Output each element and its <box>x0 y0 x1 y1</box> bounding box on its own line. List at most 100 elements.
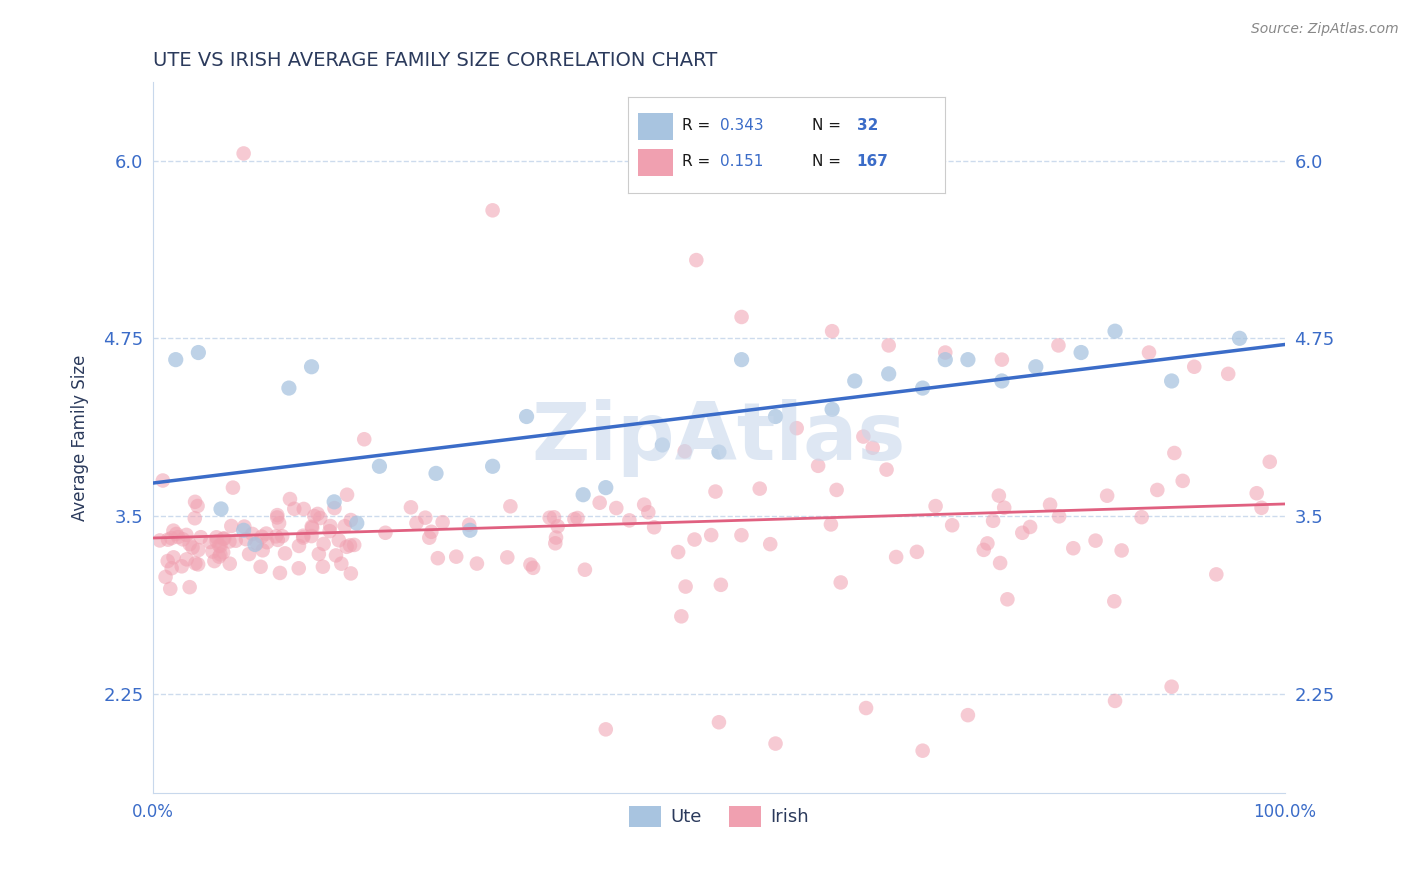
Point <box>184 557 207 571</box>
Point <box>905 545 928 559</box>
Point <box>418 531 440 545</box>
Point <box>340 566 363 581</box>
Point <box>707 715 730 730</box>
Point <box>209 548 232 562</box>
Point <box>283 501 305 516</box>
Point <box>155 570 177 584</box>
Point <box>633 498 655 512</box>
Point <box>308 547 330 561</box>
Point <box>343 538 366 552</box>
Point <box>991 352 1014 367</box>
Point <box>287 561 309 575</box>
Point <box>184 495 207 509</box>
Point <box>277 381 299 395</box>
Point <box>956 708 979 723</box>
Point <box>339 538 361 552</box>
Point <box>415 510 437 524</box>
Point <box>312 559 335 574</box>
Point <box>266 510 288 524</box>
Point <box>710 578 733 592</box>
Point <box>187 345 209 359</box>
Point <box>444 549 467 564</box>
Point <box>1171 474 1194 488</box>
Y-axis label: Average Family Size: Average Family Size <box>72 355 89 521</box>
Point <box>1137 345 1160 359</box>
Point <box>547 519 569 533</box>
Point <box>976 536 998 550</box>
Point <box>605 501 627 516</box>
Point <box>181 541 204 555</box>
Point <box>544 536 567 550</box>
Point <box>941 518 963 533</box>
Point <box>267 516 290 531</box>
Point <box>252 543 274 558</box>
Point <box>179 580 201 594</box>
Point <box>673 444 696 458</box>
Legend: Ute, Irish: Ute, Irish <box>621 799 817 834</box>
Point <box>187 499 209 513</box>
Point <box>339 513 361 527</box>
Point <box>522 561 544 575</box>
Point <box>496 550 519 565</box>
Text: Source: ZipAtlas.com: Source: ZipAtlas.com <box>1251 22 1399 37</box>
Point <box>572 488 595 502</box>
Point <box>643 520 665 534</box>
Point <box>269 566 291 580</box>
Point <box>924 499 946 513</box>
Point <box>301 519 323 533</box>
Point <box>274 546 297 560</box>
Point <box>346 516 368 531</box>
Point <box>765 409 787 424</box>
Point <box>1011 525 1033 540</box>
Point <box>567 511 589 525</box>
Point <box>249 559 271 574</box>
Point <box>250 530 273 544</box>
Point <box>187 543 209 558</box>
Point <box>481 203 503 218</box>
Point <box>309 511 332 525</box>
Point <box>458 517 481 532</box>
Point <box>516 409 538 424</box>
Point <box>993 500 1015 515</box>
Point <box>209 502 232 516</box>
Point <box>997 592 1019 607</box>
Point <box>301 521 323 535</box>
Point <box>544 531 567 545</box>
Point <box>319 519 342 533</box>
Point <box>160 531 183 545</box>
Point <box>1104 694 1126 708</box>
Point <box>218 534 240 549</box>
Point <box>238 547 260 561</box>
Text: UTE VS IRISH AVERAGE FAMILY SIZE CORRELATION CHART: UTE VS IRISH AVERAGE FAMILY SIZE CORRELA… <box>153 51 717 70</box>
Point <box>208 539 231 553</box>
Point <box>730 310 752 324</box>
Point <box>1146 483 1168 497</box>
Point <box>1250 500 1272 515</box>
Point <box>330 557 353 571</box>
Point <box>704 484 727 499</box>
Point <box>184 511 207 525</box>
Point <box>807 458 830 473</box>
Point <box>159 582 181 596</box>
Point <box>235 532 257 546</box>
Point <box>336 540 359 554</box>
Point <box>707 445 730 459</box>
Point <box>683 533 706 547</box>
Point <box>1111 543 1133 558</box>
Point <box>202 554 225 568</box>
Point <box>651 438 673 452</box>
Point <box>1160 680 1182 694</box>
Point <box>426 551 449 566</box>
Point <box>264 529 287 543</box>
Point <box>368 459 391 474</box>
Point <box>1039 498 1062 512</box>
Text: ZipAtlas: ZipAtlas <box>531 399 907 477</box>
Point <box>318 524 340 538</box>
Point <box>1160 374 1182 388</box>
Point <box>1025 359 1047 374</box>
Point <box>666 545 689 559</box>
Point <box>353 432 375 446</box>
Point <box>1130 510 1153 524</box>
Point <box>304 509 326 524</box>
Point <box>991 374 1014 388</box>
